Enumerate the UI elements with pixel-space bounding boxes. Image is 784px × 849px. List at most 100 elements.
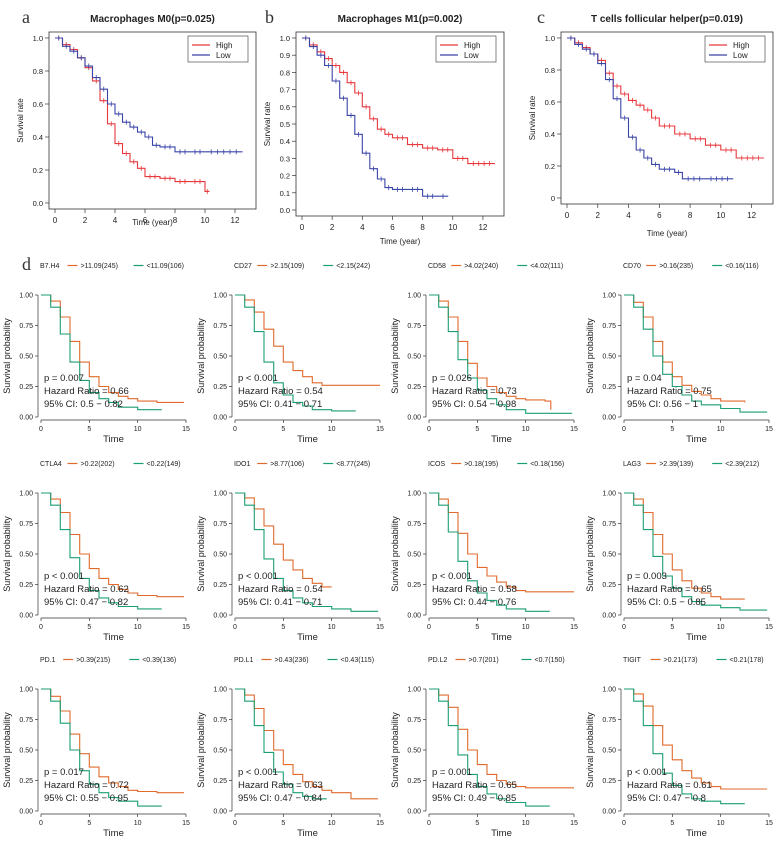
- x-tick-label: 15: [765, 624, 773, 631]
- x-tick-label: 5: [87, 820, 91, 827]
- x-tick-label: 10: [522, 820, 530, 827]
- legend-title: PD.1: [40, 657, 56, 664]
- y-tick-label: 0.00: [213, 415, 227, 422]
- legend-box: [435, 35, 497, 63]
- legend-label: <0.21(178): [730, 657, 764, 664]
- y-tick-label: 0.25: [407, 582, 421, 589]
- y-axis-label: Survival probability: [196, 318, 206, 394]
- survival-curve-low: [235, 294, 356, 412]
- y-tick-label: 0.9: [280, 51, 290, 60]
- x-tick-label: 4: [113, 216, 118, 225]
- x-axis-label: Time: [686, 632, 707, 643]
- chart-title: T cells follicular helper(p=0.019): [591, 14, 743, 25]
- stat-text: p < 0.001: [627, 767, 667, 778]
- km-panel-c: T cells follicular helper(p=0.019) 0 2 4 6 8 1…: [528, 14, 774, 238]
- x-tick-label: 10: [717, 624, 725, 631]
- x-tick-label: 10: [522, 426, 530, 433]
- y-tick-label: 0.00: [407, 613, 421, 620]
- stat-text: Hazard Ratio = 0.66: [44, 386, 129, 397]
- stat-text: Hazard Ratio = 0.62: [44, 584, 129, 595]
- x-axis-label: Time: [686, 828, 707, 839]
- x-tick-label: 5: [87, 624, 91, 631]
- stat-text: Hazard Ratio = 0.63: [238, 780, 323, 791]
- y-tick-label: 0.75: [213, 717, 227, 724]
- survival-curve-high: [235, 294, 380, 386]
- y-tick-label: 1.0: [33, 34, 43, 43]
- plot-frame: [560, 31, 774, 205]
- legend-title: CD70: [623, 263, 641, 270]
- legend-label: >0.39(215): [76, 657, 110, 664]
- x-tick-label: 15: [570, 426, 578, 433]
- stat-text: p = 0.04: [627, 373, 662, 384]
- legend-label: Low: [464, 51, 479, 60]
- x-tick-label: 10: [716, 211, 725, 220]
- legend-label: High: [216, 41, 232, 50]
- stat-text: p = 0.003: [627, 571, 667, 582]
- legend-label: >0.22(202): [81, 461, 115, 468]
- x-tick-label: 0: [622, 426, 626, 433]
- km-panel-lag3: LAG3 >2.39(139) <2.39(212) 0.00 0.25 0.50 0.75…: [585, 461, 773, 643]
- x-tick-label: 5: [281, 426, 285, 433]
- stat-text: Hazard Ratio = 0.72: [44, 780, 129, 791]
- legend-title: IDO1: [234, 461, 250, 468]
- legend-label: Low: [216, 51, 231, 60]
- survival-curve-high: [55, 37, 210, 192]
- legend-label: >2.39(139): [659, 461, 693, 468]
- legend-label: <0.18(156): [530, 461, 564, 468]
- y-axis-label: Survival probability: [2, 318, 12, 394]
- x-tick-label: 0: [53, 216, 58, 225]
- y-tick-label: 0.5: [280, 120, 290, 129]
- y-tick-label: 0.00: [19, 415, 33, 422]
- y-axis-label: Survival probability: [585, 516, 595, 592]
- x-axis-label: Time: [297, 828, 318, 839]
- chart-title: Macrophages M1(p=0.002): [338, 14, 463, 25]
- x-tick-label: 10: [717, 426, 725, 433]
- km-panel-b: Macrophages M1(p=0.002) 0 2 4 6 8 10 12 0.0 0.1 0.…: [263, 14, 505, 246]
- km-panel-b7-h4: B7.H4 >11.09(245) <11.09(106) 0.00 0.25 0.50 0…: [2, 263, 190, 445]
- x-tick-label: 0: [427, 426, 431, 433]
- survival-curve-low: [235, 492, 379, 612]
- y-tick-label: 0.1: [280, 189, 290, 198]
- x-tick-label: 10: [717, 820, 725, 827]
- y-tick-label: 0.00: [213, 809, 227, 816]
- legend-label: <8.77(245): [336, 461, 370, 468]
- x-tick-label: 5: [475, 426, 479, 433]
- y-tick-label: 0.2: [545, 162, 555, 171]
- y-tick-label: 0.00: [407, 809, 421, 816]
- x-tick-label: 0: [233, 624, 237, 631]
- stat-text: 95% CI: 0.44 − 0.76: [432, 597, 516, 608]
- survival-curve-low: [235, 688, 327, 800]
- x-tick-label: 10: [328, 426, 336, 433]
- y-tick-label: 0.4: [280, 137, 290, 146]
- stat-text: Hazard Ratio = 0.61: [627, 780, 712, 791]
- y-axis-label: Survival probability: [585, 318, 595, 394]
- legend-title: CTLA4: [40, 461, 62, 468]
- y-tick-label: 0.50: [19, 748, 33, 755]
- survival-curve-low: [429, 492, 550, 612]
- y-tick-label: 0.50: [213, 354, 227, 361]
- km-panel-ido1: IDO1 >8.77(106) <8.77(245) 0.00 0.25 0.50 0.75…: [196, 461, 384, 643]
- y-tick-label: 0.25: [407, 384, 421, 391]
- legend-label: >0.43(236): [275, 657, 309, 664]
- x-axis-label: Time (year): [647, 229, 688, 238]
- km-panel-pd-l1: PD.L1 >0.43(236) <0.43(115) 0.00 0.25 0.50 0.7…: [196, 657, 384, 839]
- y-tick-label: 0.50: [213, 552, 227, 559]
- x-tick-label: 5: [475, 624, 479, 631]
- stat-text: p < 0.001: [238, 767, 278, 778]
- survival-curve-low: [41, 294, 162, 411]
- x-tick-label: 15: [376, 426, 384, 433]
- y-tick-label: 1.00: [213, 293, 227, 300]
- x-tick-label: 5: [670, 820, 674, 827]
- stat-text: 95% CI: 0.56 − 1: [627, 399, 698, 410]
- legend-label: <0.22(149): [147, 461, 181, 468]
- x-tick-label: 0: [233, 820, 237, 827]
- y-tick-label: 0.75: [407, 717, 421, 724]
- y-tick-label: 0.75: [407, 323, 421, 330]
- x-tick-label: 15: [765, 820, 773, 827]
- x-tick-label: 15: [182, 820, 190, 827]
- legend-label: <0.43(115): [341, 657, 375, 664]
- y-tick-label: 0.25: [602, 582, 616, 589]
- legend-title: CD27: [234, 263, 252, 270]
- stat-text: 95% CI: 0.49 − 0.85: [432, 793, 516, 804]
- legend-title: TIGIT: [623, 657, 642, 664]
